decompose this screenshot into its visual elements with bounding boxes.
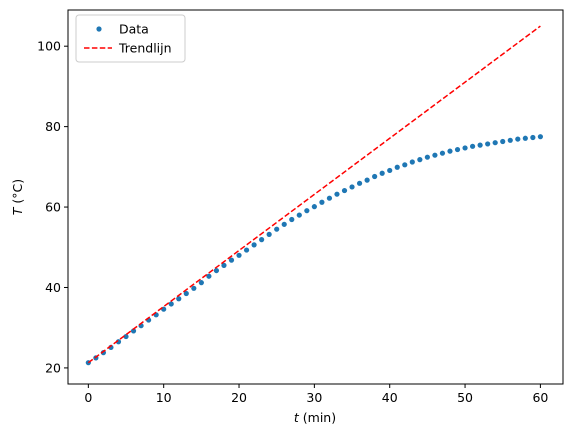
x-axis-unit: (min) (299, 410, 336, 425)
data-point (259, 237, 265, 243)
data-point (402, 162, 408, 168)
data-point (507, 137, 513, 143)
data-point (379, 170, 385, 176)
x-tick-label: 0 (84, 390, 92, 405)
data-point (387, 167, 393, 174)
data-point (500, 138, 506, 145)
x-tick-label: 40 (382, 390, 398, 405)
y-axis-unit: (°C) (10, 179, 25, 208)
data-point (364, 177, 370, 183)
data-point (537, 134, 543, 140)
data-point (191, 285, 197, 291)
data-point (372, 173, 378, 180)
x-tick-label: 20 (231, 390, 247, 405)
data-point (424, 154, 430, 160)
data-point (168, 301, 174, 307)
x-tick-label: 10 (156, 390, 172, 405)
data-point (469, 143, 476, 149)
data-point (454, 146, 461, 153)
data-point (349, 184, 355, 190)
data-point (274, 226, 280, 232)
x-tick-label: 50 (457, 390, 473, 405)
y-axis-variable: T (10, 206, 25, 215)
data-point (447, 148, 453, 154)
data-point (221, 262, 227, 268)
data-point (492, 140, 498, 146)
data-point (289, 216, 295, 223)
legend-label-data: Data (119, 22, 149, 37)
data-point (176, 296, 182, 302)
data-point (394, 164, 400, 170)
data-point (311, 204, 317, 210)
data-point (266, 231, 272, 237)
data-point (417, 157, 423, 163)
data-point (198, 280, 204, 286)
y-tick-label: 100 (37, 39, 61, 54)
x-axis-variable: t (294, 410, 300, 425)
data-point (281, 221, 287, 227)
data-point (296, 212, 302, 218)
data-point (334, 191, 340, 197)
data-point (183, 290, 189, 297)
x-axis-label: t (min) (294, 410, 336, 425)
data-point (515, 136, 521, 142)
data-point (485, 141, 491, 147)
legend-marker-data (96, 26, 102, 32)
data-point (304, 208, 310, 214)
data-point (319, 199, 325, 205)
y-tick-label: 40 (45, 280, 61, 295)
y-tick-label: 20 (45, 360, 61, 375)
data-point (206, 273, 212, 279)
x-tick-label: 60 (532, 390, 548, 405)
data-point (522, 135, 528, 141)
trendline (87, 25, 541, 364)
data-point (213, 267, 220, 274)
data-point (123, 333, 129, 340)
data-point (228, 257, 235, 263)
data-point (243, 247, 250, 253)
data-point (236, 252, 242, 258)
data-point (462, 145, 468, 151)
data-point (326, 195, 333, 201)
data-point (530, 134, 536, 141)
series-layer (85, 25, 543, 366)
data-point (432, 152, 438, 158)
data-point (251, 242, 257, 248)
data-point (130, 328, 137, 334)
x-tick-label: 30 (306, 390, 322, 405)
axis-ticks: 0 10 20 30 40 50 60 20 40 60 80 100 (37, 39, 548, 405)
data-point (356, 180, 363, 186)
y-tick-label: 60 (45, 200, 61, 215)
data-point (409, 159, 415, 165)
data-point (477, 142, 483, 148)
data-point (439, 150, 446, 156)
y-tick-label: 80 (45, 119, 61, 134)
legend-label-trendline: Trendlijn (118, 41, 172, 56)
y-axis-label: T (°C) (10, 179, 25, 215)
legend: Data Trendlijn (75, 14, 186, 63)
data-point (341, 187, 348, 194)
legend-box (75, 14, 186, 63)
